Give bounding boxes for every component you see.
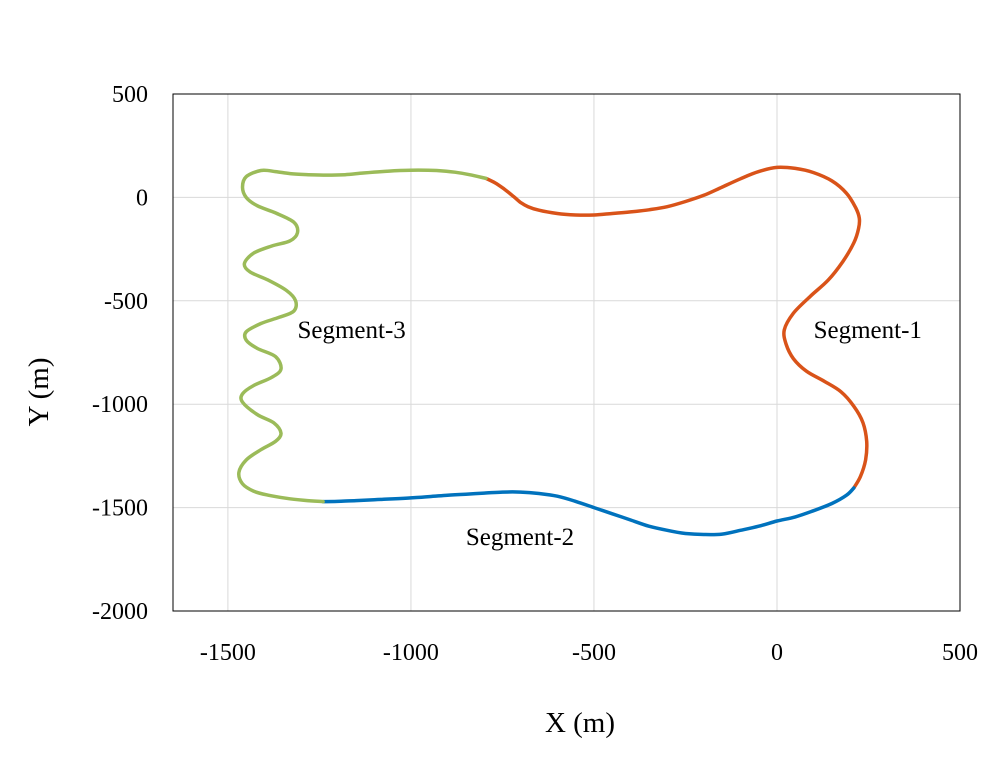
x-axis-title: X (m) (545, 707, 615, 739)
plot-frame (172, 93, 961, 612)
series-line-segment-1 (484, 165, 869, 490)
segment-label-segment-3: Segment-3 (297, 317, 405, 344)
x-tick-label: -1500 (200, 640, 256, 666)
series-group (237, 165, 869, 537)
y-axis-title: Y (m) (23, 358, 55, 427)
segment-labels: Segment-1 Segment-2 Segment-3 (297, 317, 921, 551)
segment-label-segment-1: Segment-1 (814, 317, 922, 344)
x-tick-label: -1000 (383, 640, 439, 666)
x-tick-label: -500 (572, 640, 616, 666)
y-tick-label: 0 (136, 185, 148, 211)
y-tick-label: -2000 (92, 599, 148, 625)
series-line-segment-2 (321, 486, 856, 537)
segment-label-segment-2: Segment-2 (466, 524, 574, 551)
x-tick-label: 500 (942, 640, 978, 666)
y-tick-labels: 500 0 -500 -1000 -1500 -2000 (92, 82, 148, 625)
y-tick-label: -500 (104, 289, 148, 315)
y-tick-label: -1500 (92, 496, 148, 522)
x-tick-label: 0 (771, 640, 783, 666)
x-tick-labels: -1500 -1000 -500 0 500 (200, 640, 978, 666)
y-tick-label: -1000 (92, 392, 148, 418)
y-tick-label: 500 (112, 82, 148, 108)
series-line-segment-3 (237, 168, 488, 504)
